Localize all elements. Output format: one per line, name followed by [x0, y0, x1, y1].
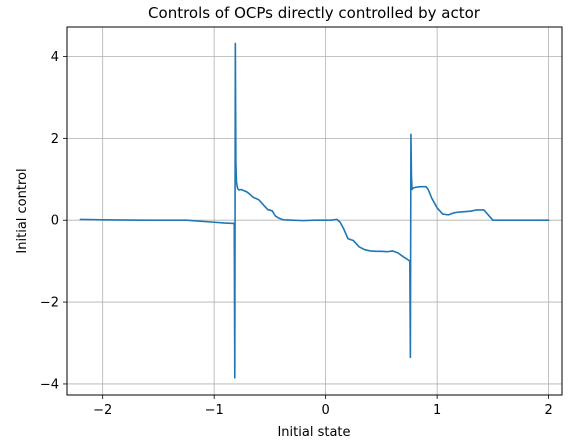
y-axis-ticks: −4 −2 0 2 4 [40, 50, 67, 392]
y-tick-label: −4 [40, 377, 59, 392]
x-tick-label: 1 [433, 403, 441, 418]
y-tick-label: 2 [51, 132, 59, 147]
series-layer [79, 42, 550, 379]
x-tick-label: −1 [205, 403, 224, 418]
grid [67, 27, 562, 395]
x-tick-label: −2 [93, 403, 112, 418]
y-axis-label: Initial control [15, 168, 30, 253]
x-tick-label: 0 [322, 403, 330, 418]
y-tick-label: 4 [51, 50, 59, 65]
x-axis-ticks: −2 −1 0 1 2 [93, 395, 553, 418]
chart-title: Controls of OCPs directly controlled by … [148, 4, 481, 22]
series-line [79, 42, 550, 379]
plot-frame [66, 26, 563, 396]
x-tick-label: 2 [544, 403, 552, 418]
y-tick-label: −2 [40, 296, 59, 311]
x-axis-label: Initial state [277, 425, 350, 440]
y-tick-label: 0 [51, 214, 59, 229]
